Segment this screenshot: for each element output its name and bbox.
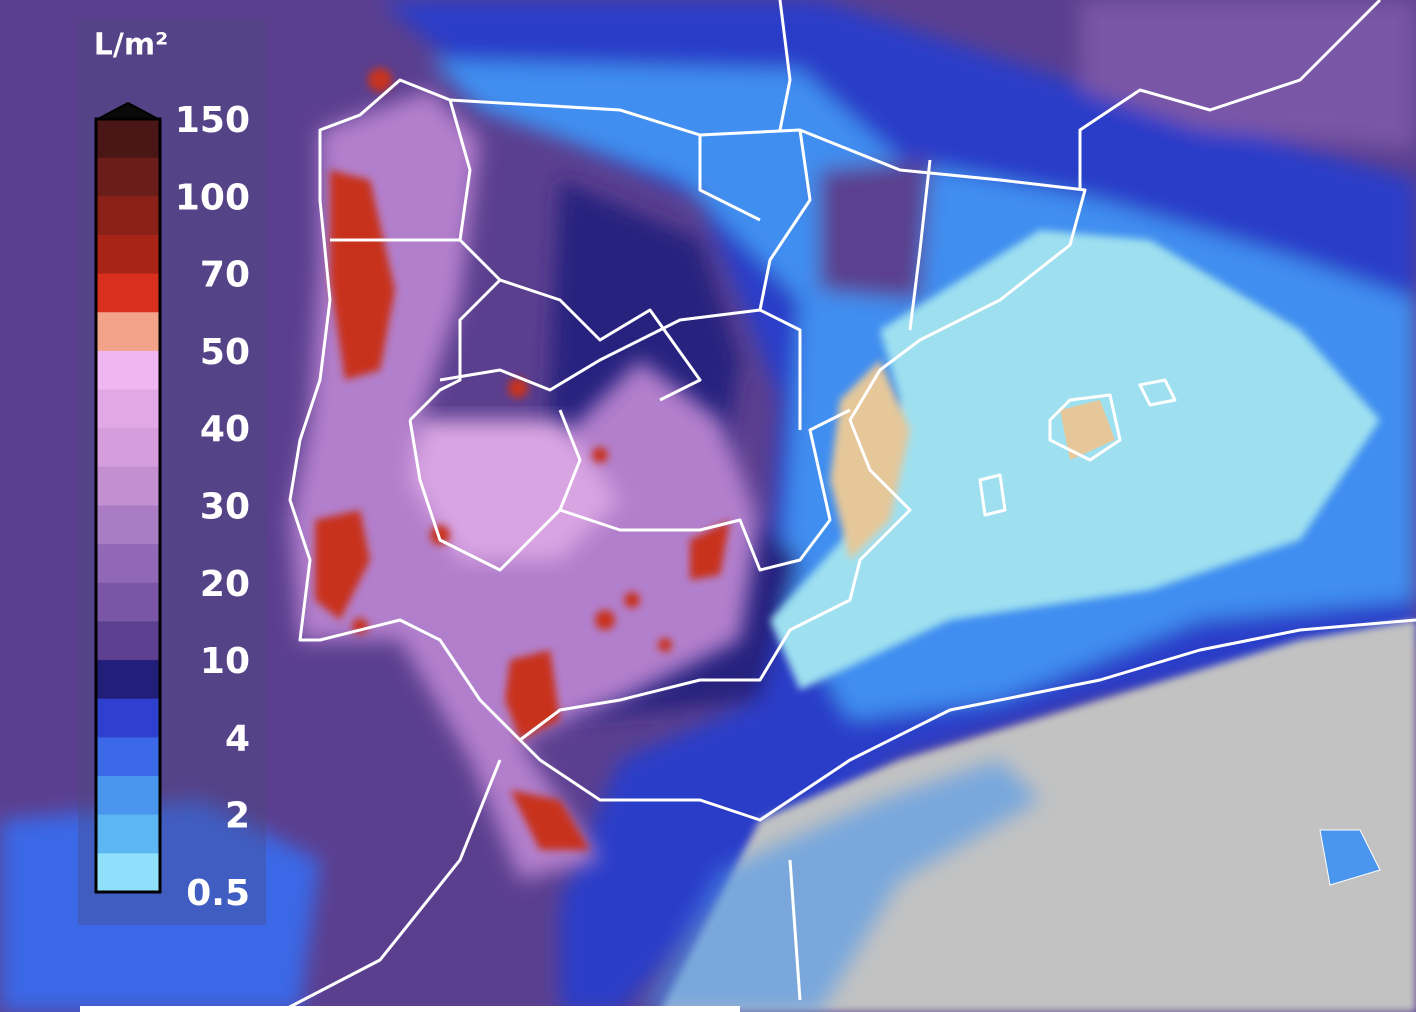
legend-swatch bbox=[96, 273, 160, 313]
legend-frame bbox=[94, 117, 162, 894]
legend-swatch bbox=[96, 544, 160, 584]
legend-swatch bbox=[96, 660, 160, 700]
legend-label: 0.5 bbox=[186, 873, 250, 914]
legend-swatch bbox=[96, 157, 160, 197]
legend-swatch bbox=[96, 814, 160, 854]
legend-label: 4 bbox=[225, 718, 250, 759]
legend-swatch bbox=[96, 350, 160, 391]
legend-swatch bbox=[96, 234, 160, 275]
legend-label: 20 bbox=[200, 564, 250, 605]
legend-label: 100 bbox=[175, 177, 250, 218]
legend-swatch bbox=[96, 698, 160, 738]
legend-title: L/m² bbox=[94, 28, 168, 63]
legend-swatch bbox=[96, 582, 160, 622]
legend-swatch bbox=[96, 505, 160, 545]
legend-label: 30 bbox=[200, 487, 250, 528]
legend-label: 40 bbox=[200, 409, 250, 450]
legend-swatch bbox=[96, 621, 160, 661]
legend-label: 10 bbox=[200, 641, 250, 682]
legend-swatch bbox=[96, 737, 160, 777]
legend-swatch bbox=[96, 196, 160, 236]
legend-swatch bbox=[96, 389, 160, 429]
legend-label: 70 bbox=[200, 255, 250, 296]
legend-swatch bbox=[96, 466, 160, 506]
legend-swatch bbox=[96, 853, 160, 893]
legend-label: 2 bbox=[225, 796, 250, 837]
legend-label: 150 bbox=[175, 100, 250, 141]
legend-swatch bbox=[96, 312, 160, 352]
legend: 150 100 70 50 40 30 20 10 4 2 0.5 bbox=[94, 100, 250, 914]
legend-swatch bbox=[96, 119, 160, 159]
legend-label: 50 bbox=[200, 332, 250, 373]
legend-swatch bbox=[96, 776, 160, 816]
legend-swatch bbox=[96, 428, 160, 468]
